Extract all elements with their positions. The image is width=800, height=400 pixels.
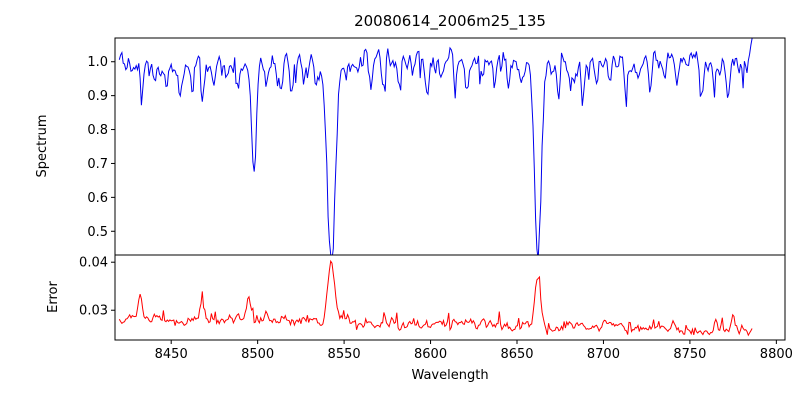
spectrum-line: [118, 38, 753, 255]
x-axis-label: Wavelength: [411, 368, 488, 383]
tick-label: 1.0: [87, 55, 108, 70]
y-axis-label-error: Error: [46, 281, 61, 313]
tick-label: 8800: [760, 347, 793, 362]
tick-label: 8450: [155, 347, 188, 362]
tick-label: 0.04: [79, 256, 108, 271]
plot-area: 8450 8500 8550 8600 8650 8700 8750 8800 0.5 0.6 0.…: [79, 37, 793, 362]
y-axis-label-spectrum: Spectrum: [35, 115, 50, 178]
bottom-panel-frame: [114, 254, 786, 341]
tick-label: 0.5: [87, 225, 108, 240]
top-panel-frame: [114, 37, 786, 256]
tick-label: 8600: [414, 347, 447, 362]
tick-label: 0.8: [87, 123, 108, 138]
tick-label: 8500: [241, 347, 274, 362]
tick-label: 0.9: [87, 89, 108, 104]
tick-label: 8700: [587, 347, 620, 362]
tick-label: 0.6: [87, 191, 108, 206]
tick-label: 8750: [673, 347, 706, 362]
chart-title: 20080614_2006m25_135: [354, 12, 546, 31]
tick-label: 8650: [500, 347, 533, 362]
tick-label: 8550: [328, 347, 361, 362]
tick-label: 0.03: [79, 304, 108, 319]
error-line: [118, 259, 753, 337]
tick-label: 0.7: [87, 157, 108, 172]
